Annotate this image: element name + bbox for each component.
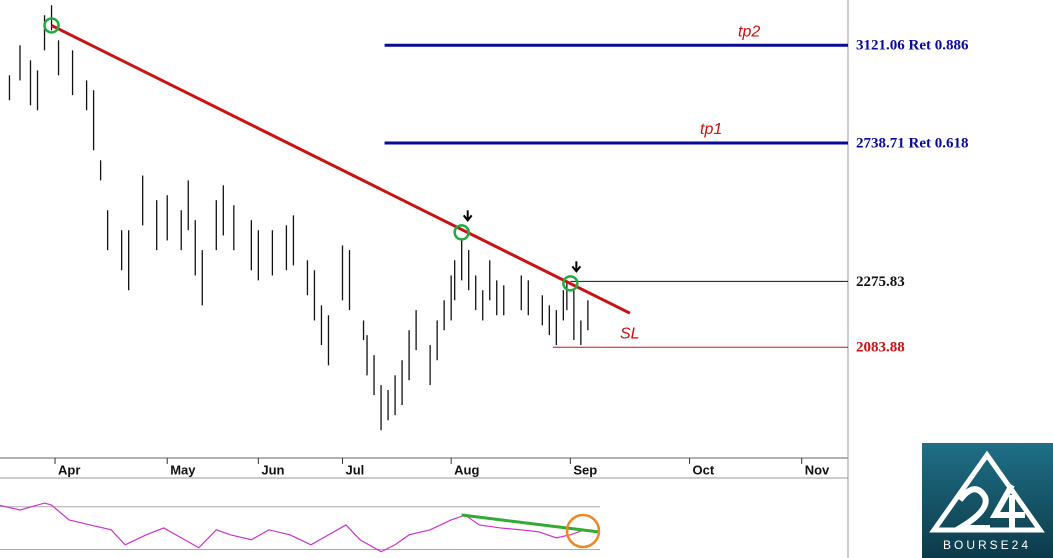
arrow <box>571 261 582 273</box>
level-label: 2275.83 <box>856 274 905 290</box>
divergence-line <box>461 513 599 534</box>
level-name: tp1 <box>700 121 722 138</box>
trendline <box>50 24 631 315</box>
logo-text: BOURSE24 <box>943 538 1031 552</box>
logo-four <box>989 483 1025 528</box>
x-tick-label: Aug <box>454 462 479 477</box>
level-label: 3121.06 Ret 0.886 <box>856 38 969 54</box>
highlight-circle <box>565 513 601 549</box>
x-tick-label: Apr <box>58 462 80 477</box>
x-tick-label: Nov <box>805 462 830 477</box>
logo: BOURSE24 <box>922 443 1053 558</box>
level-label: 2083.88 <box>856 340 905 356</box>
level-label: 2738.71 Ret 0.618 <box>856 135 969 151</box>
level-name: SL <box>620 325 640 342</box>
logo-two <box>949 486 990 531</box>
x-tick-label: Jul <box>345 462 364 477</box>
x-tick-label: May <box>170 462 196 477</box>
arrow <box>462 210 473 223</box>
touch-circle <box>43 17 60 34</box>
touch-circle <box>562 275 579 292</box>
x-tick-label: Sep <box>573 462 597 477</box>
touch-circle <box>453 224 470 241</box>
level-name: tp2 <box>738 24 760 41</box>
x-tick-label: Oct <box>693 462 715 477</box>
indicator-line <box>0 502 599 553</box>
x-tick-label: Jun <box>261 462 284 477</box>
